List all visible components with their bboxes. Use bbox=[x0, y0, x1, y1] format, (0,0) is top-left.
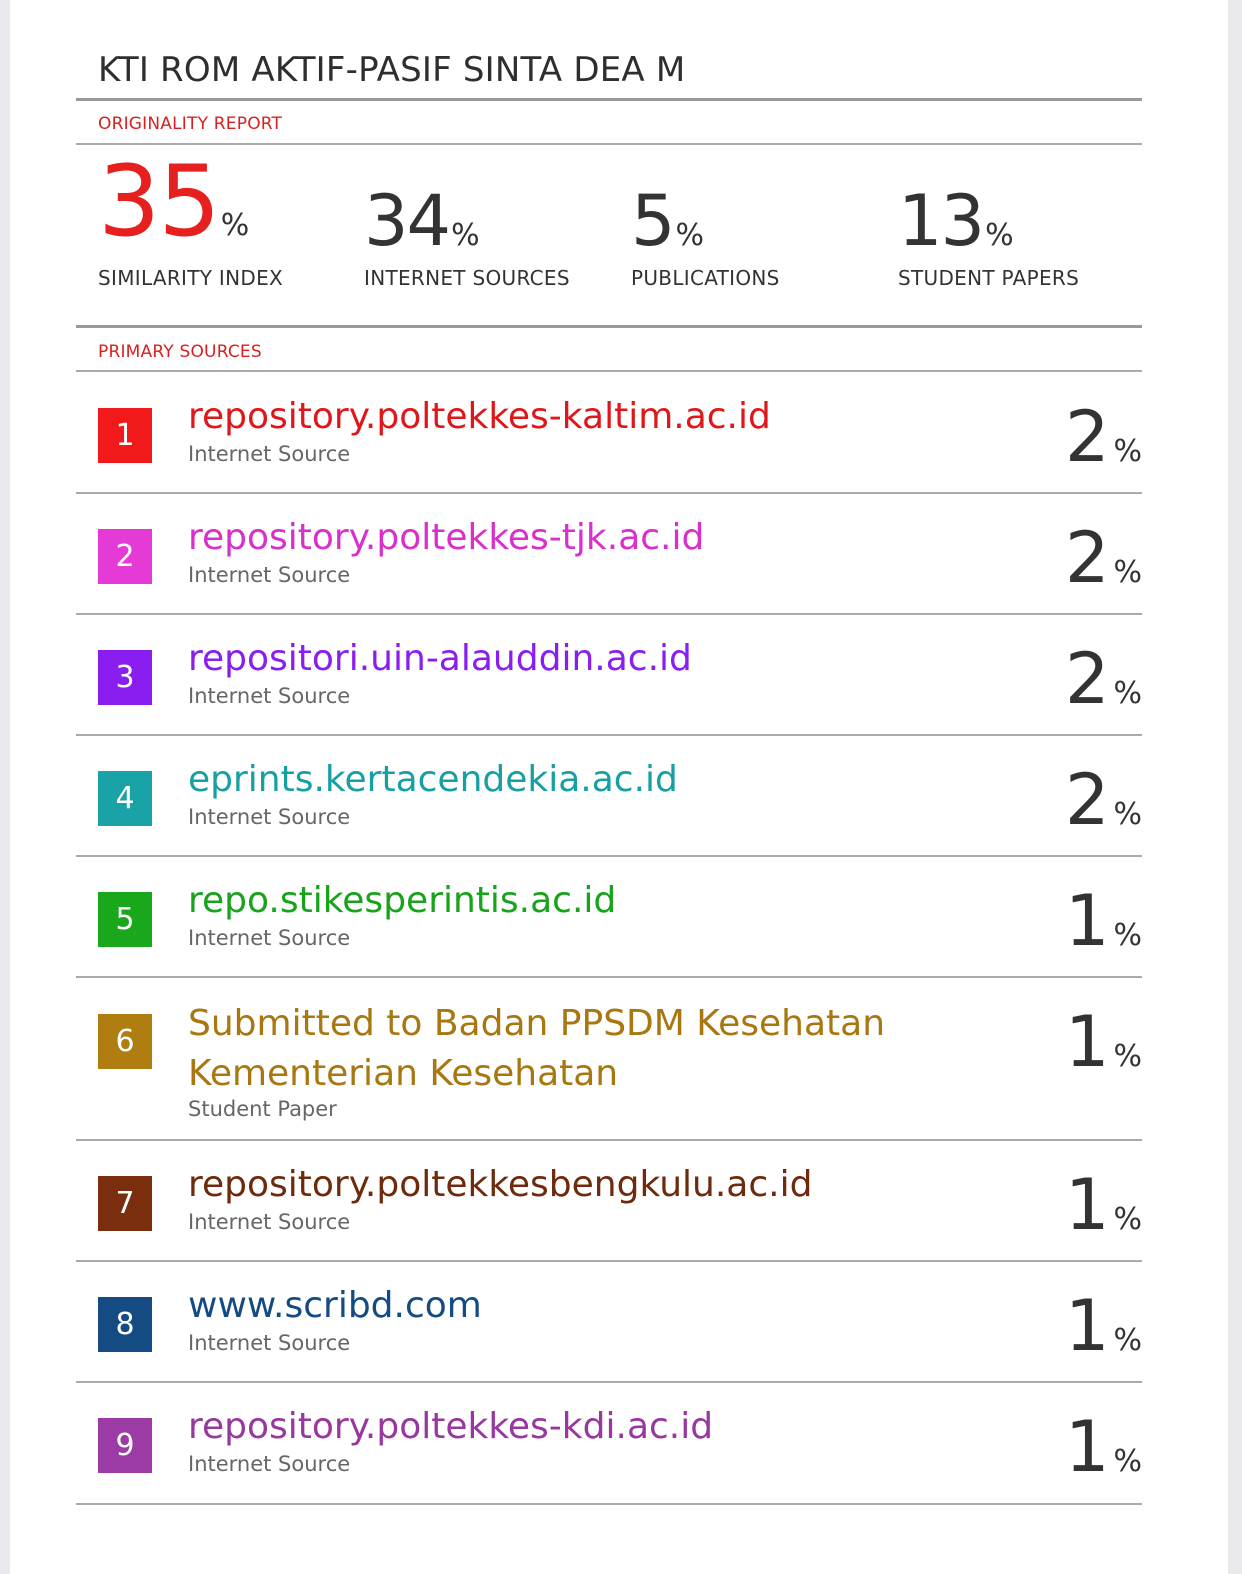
internet-sources-label: INTERNET SOURCES bbox=[364, 266, 570, 290]
source-rank-badge: 4 bbox=[98, 771, 152, 826]
source-type: Internet Source bbox=[188, 1331, 351, 1355]
primary-sources-label: PRIMARY SOURCES bbox=[98, 342, 262, 362]
source-name-link[interactable]: repo.stikesperintis.ac.id bbox=[188, 880, 617, 921]
source-percent: 2% bbox=[1064, 396, 1142, 478]
source-name-link[interactable]: www.scribd.com bbox=[188, 1285, 482, 1326]
source-type: Internet Source bbox=[188, 442, 351, 466]
student-papers-label: STUDENT PAPERS bbox=[898, 266, 1080, 290]
student-papers-value: 13 bbox=[898, 180, 985, 262]
source-percent: 2% bbox=[1064, 759, 1142, 841]
source-rank-badge: 3 bbox=[98, 650, 152, 705]
source-name-link[interactable]: repository.poltekkes-tjk.ac.id bbox=[188, 517, 705, 558]
title-divider bbox=[76, 98, 1142, 101]
source-rank-badge: 5 bbox=[98, 892, 152, 947]
publications-label: PUBLICATIONS bbox=[631, 266, 780, 290]
source-type: Student Paper bbox=[188, 1097, 337, 1121]
internet-sources-stat: 34% bbox=[364, 186, 480, 256]
source-rank-badge: 9 bbox=[98, 1418, 152, 1473]
percent-sign: % bbox=[985, 218, 1014, 253]
source-type: Internet Source bbox=[188, 926, 351, 950]
source-percent: 1% bbox=[1064, 1001, 1142, 1083]
source-type: Internet Source bbox=[188, 1452, 351, 1476]
source-name-link[interactable]: eprints.kertacendekia.ac.id bbox=[188, 759, 678, 800]
source-type: Internet Source bbox=[188, 684, 351, 708]
source-row[interactable]: 5 repo.stikesperintis.ac.id Internet Sou… bbox=[76, 856, 1142, 978]
source-percent: 1% bbox=[1064, 1164, 1142, 1246]
source-rank-badge: 6 bbox=[98, 1014, 152, 1069]
source-row[interactable]: 9 repository.poltekkes-kdi.ac.id Interne… bbox=[76, 1382, 1142, 1506]
row-divider bbox=[76, 734, 1142, 736]
source-name-line: Kementerian Kesehatan bbox=[188, 1052, 619, 1094]
source-row[interactable]: 3 repositori.uin-alauddin.ac.id Internet… bbox=[76, 614, 1142, 736]
primary-sources-divider bbox=[76, 370, 1142, 372]
row-divider bbox=[76, 613, 1142, 615]
source-row[interactable]: 2 repository.poltekkes-tjk.ac.id Interne… bbox=[76, 493, 1142, 615]
source-rank-badge: 1 bbox=[98, 408, 152, 463]
document-title: KTI ROM AKTIF-PASIF SINTA DEA M bbox=[98, 50, 686, 90]
publications-value: 5 bbox=[631, 180, 676, 262]
originality-divider bbox=[76, 143, 1142, 145]
row-divider bbox=[76, 1139, 1142, 1141]
internet-sources-value: 34 bbox=[364, 180, 451, 262]
publications-stat: 5% bbox=[631, 186, 704, 256]
source-name-link[interactable]: repository.poltekkes-kaltim.ac.id bbox=[188, 396, 771, 437]
row-divider bbox=[76, 492, 1142, 494]
originality-report-label: ORIGINALITY REPORT bbox=[98, 114, 283, 134]
source-name-line: Submitted to Badan PPSDM Kesehatan bbox=[188, 1003, 886, 1044]
source-type: Internet Source bbox=[188, 805, 351, 829]
source-name-link[interactable]: repository.poltekkes-kdi.ac.id bbox=[188, 1406, 714, 1447]
source-percent: 2% bbox=[1064, 517, 1142, 599]
percent-sign: % bbox=[451, 218, 480, 253]
similarity-index-value: 35 bbox=[98, 145, 221, 259]
source-type: Internet Source bbox=[188, 1210, 351, 1234]
row-divider bbox=[76, 976, 1142, 978]
source-rank-badge: 7 bbox=[98, 1176, 152, 1231]
source-row[interactable]: 8 www.scribd.com Internet Source 1% bbox=[76, 1261, 1142, 1383]
similarity-index-stat: 35% bbox=[98, 153, 249, 251]
report-page: KTI ROM AKTIF-PASIF SINTA DEA M ORIGINAL… bbox=[10, 0, 1228, 1574]
source-row[interactable]: 4 eprints.kertacendekia.ac.id Internet S… bbox=[76, 735, 1142, 857]
source-name-link[interactable]: repository.poltekkesbengkulu.ac.id bbox=[188, 1164, 813, 1205]
source-type: Internet Source bbox=[188, 563, 351, 587]
row-divider bbox=[76, 855, 1142, 857]
percent-sign: % bbox=[220, 208, 250, 243]
source-percent: 1% bbox=[1064, 1406, 1142, 1488]
row-divider bbox=[76, 1503, 1142, 1505]
row-divider bbox=[76, 1260, 1142, 1262]
stats-divider bbox=[76, 325, 1142, 328]
source-name-link[interactable]: Submitted to Badan PPSDM Kesehatan Kemen… bbox=[188, 999, 885, 1098]
source-row[interactable]: 1 repository.poltekkes-kaltim.ac.id Inte… bbox=[76, 372, 1142, 494]
source-percent: 1% bbox=[1064, 1285, 1142, 1367]
similarity-index-label: SIMILARITY INDEX bbox=[98, 266, 284, 290]
student-papers-stat: 13% bbox=[898, 186, 1014, 256]
source-rank-badge: 2 bbox=[98, 529, 152, 584]
source-percent: 1% bbox=[1064, 880, 1142, 962]
source-rank-badge: 8 bbox=[98, 1297, 152, 1352]
row-divider bbox=[76, 1381, 1142, 1383]
source-row[interactable]: 7 repository.poltekkesbengkulu.ac.id Int… bbox=[76, 1140, 1142, 1262]
source-percent: 2% bbox=[1064, 638, 1142, 720]
source-name-link[interactable]: repositori.uin-alauddin.ac.id bbox=[188, 638, 692, 679]
source-row[interactable]: 6 Submitted to Badan PPSDM Kesehatan Kem… bbox=[76, 977, 1142, 1141]
percent-sign: % bbox=[675, 218, 705, 253]
